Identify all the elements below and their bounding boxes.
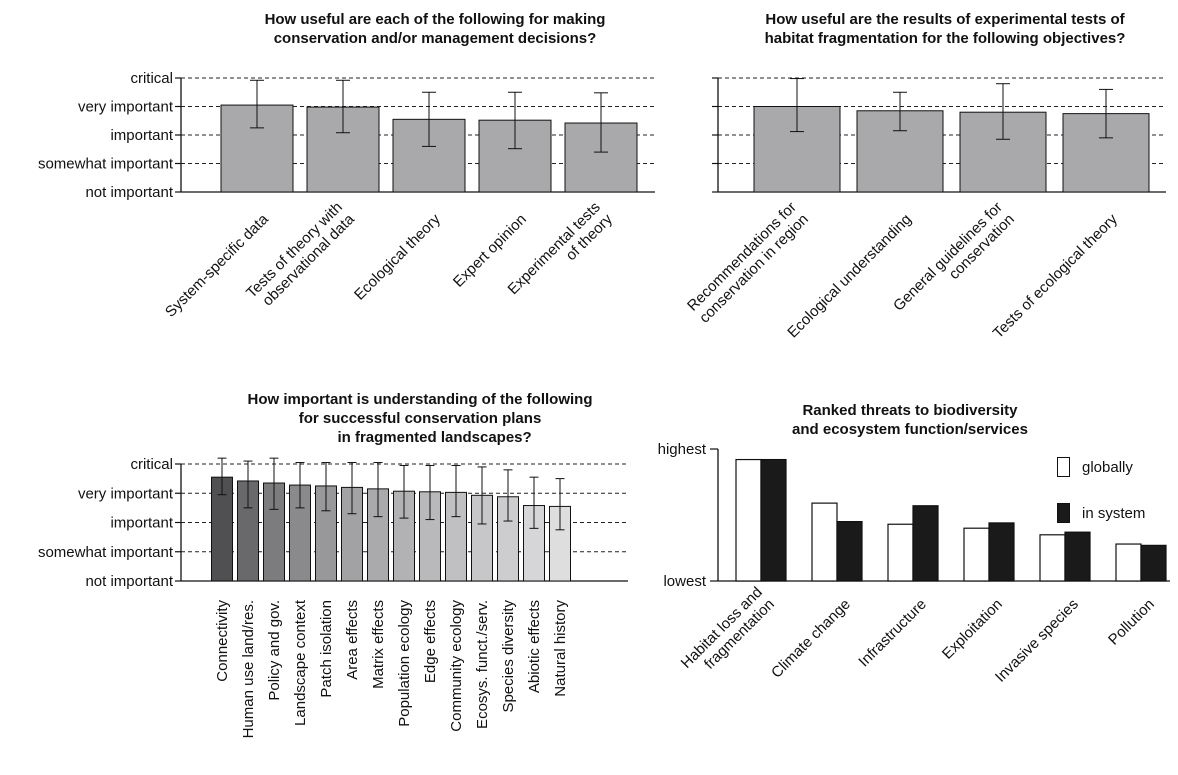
x-tick-label-line: Matrix effects [370,600,387,689]
bar-exploitation-in-system [988,522,1015,582]
chart-title: How useful are the results of experiment… [764,11,1126,47]
x-tick-label-line: Area effects [344,600,361,680]
bar-pollution-in-system [1140,544,1167,582]
y-tick-label-lowest: lowest [663,573,706,590]
x-tick-label-line: Pollution [1105,596,1158,649]
x-tick-label-pollution: Pollution [1105,596,1158,649]
legend-item-in-system: in system [1057,503,1145,523]
chart-experimental-results: Recommendations forconservation in regio… [684,77,1166,342]
x-tick-label-climate-change: Climate change [768,596,854,682]
x-tick-label-line: Natural history [552,600,569,697]
x-tick-label-community-ecology: Community ecology [448,600,465,732]
y-tick-label-not-important: not important [85,573,173,590]
x-tick-label-line: Policy and gov. [266,600,283,701]
y-tick-label-critical: critical [130,456,173,473]
x-tick-label-area-effects: Area effects [344,600,361,680]
x-tick-label-line: Climate change [768,596,854,682]
x-tick-label-line: Abiotic effects [526,600,543,693]
x-tick-label-habitat-loss-and-fragmentation: Habitat loss andfragmentation [678,584,778,684]
legend-swatch-globally [1057,457,1070,477]
x-tick-label-line: Human use land/res. [240,600,257,738]
x-tick-label-ecosys-funct-serv: Ecosys. funct./serv. [474,600,491,729]
chart-title: How important is understanding of the fo… [247,391,593,446]
x-tick-label-line: Population ecology [396,600,413,727]
y-tick-label-very-important: very important [78,99,174,116]
x-tick-label-patch-isolation: Patch isolation [318,600,335,698]
chart-decision-usefulness: not important somewhat important important… [38,70,655,321]
x-tick-label-line: Exploitation [939,596,1006,663]
chart-title: How useful are each of the following for… [264,11,606,47]
x-tick-label-line: Landscape context [292,599,309,726]
y-tick-label-not-important: not important [85,184,173,201]
x-tick-label-invasive-species: Invasive species [992,596,1082,686]
x-tick-label-landscape-context: Landscape context [292,599,309,726]
y-tick-label-highest: highest [658,441,707,458]
x-tick-label-exploitation: Exploitation [939,596,1006,663]
bar-exploitation-globally [963,527,990,582]
legend-swatch-in-system [1057,503,1070,523]
chart-understanding-importance: not important somewhat important important… [38,456,628,738]
x-tick-label-matrix-effects: Matrix effects [370,600,387,689]
bar-infrastructure-in-system [912,505,939,582]
bar-pollution-globally [1115,543,1142,582]
legend-label: globally [1082,458,1133,476]
x-tick-label-line: Ecosys. funct./serv. [474,600,491,729]
x-tick-label-species-diversity: Species diversity [500,600,517,713]
chart-title: Ranked threats to biodiversity and ecosy… [792,402,1028,438]
x-tick-label-population-ecology: Population ecology [396,600,413,727]
x-tick-label-human-use-land-res: Human use land/res. [240,600,257,738]
x-tick-label-line: Patch isolation [318,600,335,698]
bar-invasive-species-in-system [1064,531,1091,582]
x-tick-label-line: Infrastructure [855,596,930,671]
x-tick-label-edge-effects: Edge effects [422,600,439,683]
x-tick-label-line: Invasive species [992,596,1082,686]
legend-label: in system [1082,504,1146,522]
x-tick-label-line: Edge effects [422,600,439,683]
x-tick-label-abiotic-effects: Abiotic effects [526,600,543,693]
bar-invasive-species-globally [1039,534,1066,582]
x-tick-label-connectivity: Connectivity [214,600,231,682]
bar-habitat-loss-and-fragmentation-globally [735,458,762,582]
x-tick-label-policy-and-gov: Policy and gov. [266,600,283,701]
bar-climate-change-globally [811,502,838,582]
x-tick-label-infrastructure: Infrastructure [855,596,930,671]
x-tick-label-line: Connectivity [214,600,231,682]
y-tick-label-important: important [110,515,173,532]
y-tick-label-somewhat-important: somewhat important [38,156,174,173]
bar-habitat-loss-and-fragmentation-in-system [760,458,787,582]
legend-item-globally: globally [1057,457,1133,477]
x-tick-label-line: Community ecology [448,600,465,732]
bar-climate-change-in-system [836,520,863,582]
y-tick-label-somewhat-important: somewhat important [38,544,174,561]
x-tick-label-line: Species diversity [500,600,517,713]
x-tick-label-natural-history: Natural history [552,600,569,697]
y-tick-label-important: important [110,127,173,144]
y-tick-label-very-important: very important [78,485,174,502]
y-tick-label-critical: critical [130,70,173,87]
bar-infrastructure-globally [887,523,914,582]
